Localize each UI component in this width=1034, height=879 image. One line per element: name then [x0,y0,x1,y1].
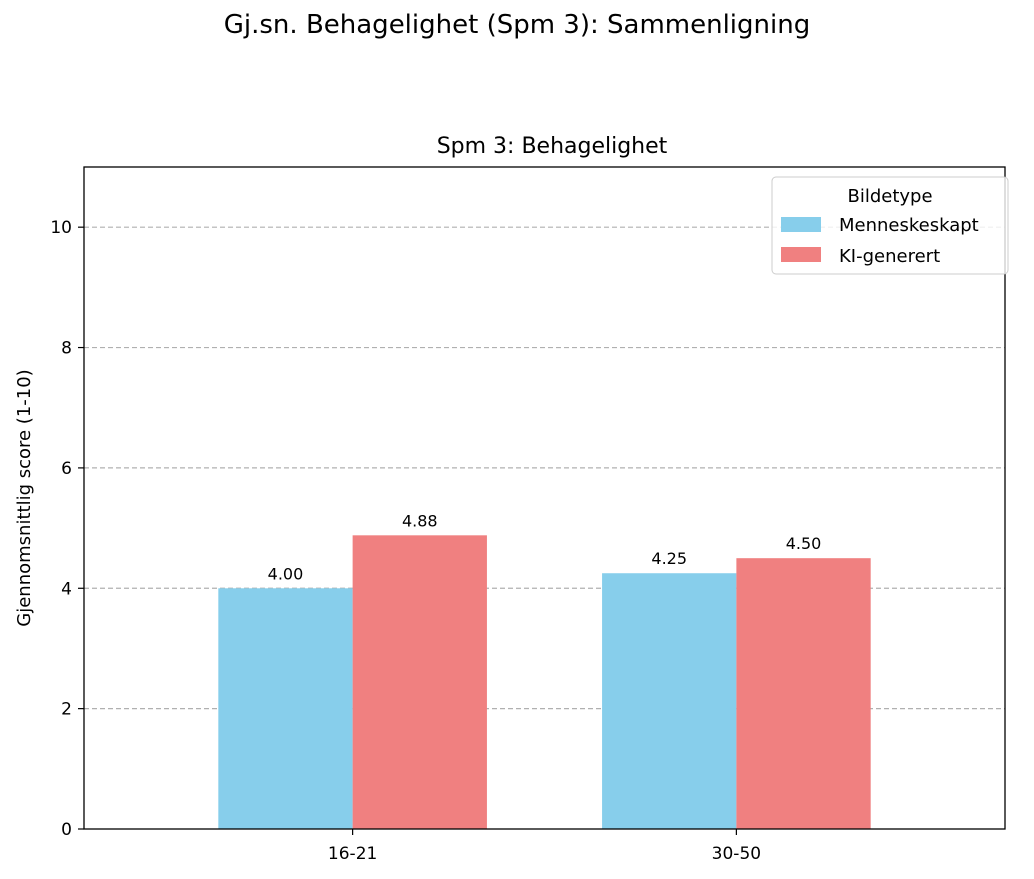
bar-value-label: 4.50 [786,534,822,553]
legend-title: Bildetype [847,186,932,207]
x-axis-ticks: 16-21 30-50 [328,829,761,864]
x-tick-label: 30-50 [712,844,761,864]
legend-swatch-menneskeskapt [781,217,821,232]
y-tick-label: 6 [61,459,72,479]
legend: Bildetype Menneskeskapt KI-generert [771,176,1009,275]
y-axis-ticks: 0 2 4 6 8 10 [50,218,84,840]
y-tick-label: 2 [61,700,72,720]
legend-swatch-ki-generert [781,247,821,262]
bar-value-label: 4.88 [402,511,438,530]
y-tick-label: 0 [61,820,72,840]
y-tick-label: 8 [61,339,72,359]
bar-value-labels: 4.00 4.88 4.25 4.50 [268,511,822,583]
chart-title: Spm 3: Behagelighet [437,134,668,159]
bars [218,535,871,829]
bar-value-label: 4.25 [651,549,687,568]
bar-ki-generert-16-21 [352,535,487,829]
bar-menneskeskapt-16-21 [218,588,353,829]
bar-menneskeskapt-30-50 [602,573,737,829]
y-tick-label: 10 [50,218,72,238]
bar-value-label: 4.00 [268,564,304,583]
y-axis-label: Gjennomsnittlig score (1-10) [14,369,35,626]
legend-label-ki-generert: KI-generert [839,246,940,267]
figure-suptitle: Gj.sn. Behagelighet (Spm 3): Sammenligni… [223,10,811,40]
x-tick-label: 16-21 [328,844,377,864]
legend-label-menneskeskapt: Menneskeskapt [839,215,979,236]
plot-frame [83,166,1006,830]
bar-ki-generert-30-50 [736,558,871,829]
legend-box [771,176,1009,275]
y-tick-label: 4 [61,579,72,599]
